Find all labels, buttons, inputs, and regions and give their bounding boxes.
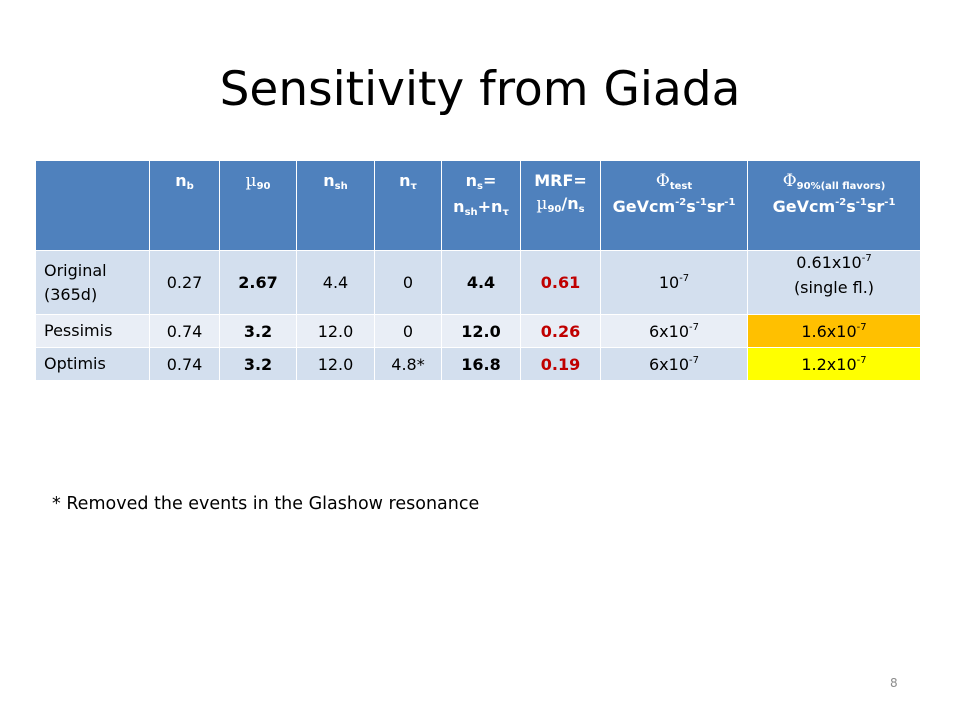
cell-ntau: 0 (374, 250, 442, 315)
unit-exp: -2 (835, 196, 847, 208)
phi-test-base: 6x10 (649, 321, 690, 341)
cell-phi-test: 6x10-7 (600, 347, 748, 381)
mu-symbol: µ (536, 194, 548, 215)
header-phi-90: Φ90%(all flavors) GeVcm-2s-1sr-1 (747, 160, 921, 251)
header-ns-main: n (465, 171, 478, 190)
sensitivity-table: nb µ90 nsh nτ ns= nsh+nτ MRF= µ90/ns Φte… (35, 160, 921, 381)
cell-nsh: 4.4 (296, 250, 375, 315)
cell-nb: 0.74 (149, 347, 220, 381)
header-nsh-sub: sh (334, 181, 348, 192)
cell-mu90: 3.2 (219, 314, 297, 348)
cell-ns: 4.4 (441, 250, 521, 315)
header-nsh: nsh (296, 160, 375, 251)
cell-phi-90: 0.61x10-7 (single fl.) (747, 250, 921, 315)
cell-nb: 0.27 (149, 250, 220, 315)
cell-ntau: 0 (374, 314, 442, 348)
phi90-base: 1.6x10 (801, 321, 857, 341)
header-mrf: MRF= µ90/ns (520, 160, 601, 251)
unit-part: sr (706, 196, 725, 216)
phi90-note: (single fl.) (793, 277, 875, 297)
phi-symbol: Φ (782, 171, 797, 191)
header-phi-test: Φtest GeVcm-2s-1sr-1 (600, 160, 748, 251)
header-mrf-label: MRF= (534, 171, 587, 190)
header-ntau: nτ (374, 160, 442, 251)
cell-ns: 16.8 (441, 347, 521, 381)
table-header-row: nb µ90 nsh nτ ns= nsh+nτ MRF= µ90/ns Φte… (35, 160, 921, 251)
header-nsh-main: n (323, 171, 335, 190)
header-mu90: µ90 (219, 160, 297, 251)
row-label-line1: Original (44, 260, 107, 280)
unit-exp: -1 (884, 196, 896, 208)
cell-mu90: 3.2 (219, 347, 297, 381)
row-label: Pessimis (35, 314, 150, 348)
header-mrf-div: /n (561, 194, 579, 214)
unit-part: GeVcm (612, 196, 676, 216)
phi90-exp: -7 (861, 253, 872, 264)
cell-mu90: 2.67 (219, 250, 297, 315)
cell-mrf: 0.26 (520, 314, 601, 348)
unit-part: GeVcm (772, 196, 836, 216)
table-row-original: Original (365d) 0.27 2.67 4.4 0 4.4 0.61 … (35, 250, 921, 315)
unit-part: s (846, 196, 856, 216)
header-mrf-mu-sub: 90 (547, 204, 562, 216)
footnote: * Removed the events in the Glashow reso… (52, 494, 480, 514)
phi90-exp: -7 (856, 354, 867, 366)
cell-mrf: 0.19 (520, 347, 601, 381)
header-ntau-sub: τ (410, 181, 417, 192)
phi90-base: 0.61x10 (796, 253, 862, 272)
table-row-pessimis: Pessimis 0.74 3.2 12.0 0 12.0 0.26 6x10-… (35, 314, 921, 348)
header-ns: ns= nsh+nτ (441, 160, 521, 251)
phi-test-exp: -7 (689, 321, 699, 333)
header-mrf-ns-sub: s (578, 204, 585, 216)
phi90-exp: -7 (856, 321, 867, 333)
header-ntau-main: n (399, 171, 411, 190)
header-nb-main: n (175, 171, 187, 190)
row-label: Optimis (35, 347, 150, 381)
cell-nsh: 12.0 (296, 347, 375, 381)
mu-symbol: µ (245, 171, 257, 191)
cell-phi-90: 1.6x10-7 (747, 314, 921, 348)
unit-part: sr (866, 196, 885, 216)
cell-phi-90: 1.2x10-7 (747, 347, 921, 381)
unit-part: s (686, 196, 696, 216)
header-ns-plus: +n (477, 196, 503, 216)
cell-ns: 12.0 (441, 314, 521, 348)
header-nb: nb (149, 160, 220, 251)
phi-symbol: Φ (655, 171, 670, 191)
unit-exp: -1 (695, 196, 707, 208)
cell-phi-test: 6x10-7 (600, 314, 748, 348)
header-phi-test-sub: test (669, 181, 693, 192)
header-ns-nsh: n (453, 196, 465, 216)
cell-ntau: 4.8* (374, 347, 442, 381)
page-number: 8 (890, 676, 898, 690)
phi-test-exp: -7 (689, 354, 699, 366)
cell-phi-test: 10-7 (600, 250, 748, 315)
header-empty (35, 160, 150, 251)
slide-title: Sensitivity from Giada (219, 62, 741, 117)
header-ns-eq: = (482, 171, 497, 190)
unit-exp: -1 (724, 196, 736, 208)
header-ns-tau-sub: τ (502, 206, 509, 218)
row-label-line2: (365d) (44, 284, 98, 304)
unit-exp: -1 (855, 196, 867, 208)
phi-test-base: 10 (658, 273, 680, 292)
header-ns-sub: s (477, 181, 483, 192)
header-nb-sub: b (186, 181, 194, 192)
unit-exp: -2 (675, 196, 687, 208)
cell-nb: 0.74 (149, 314, 220, 348)
phi-test-exp: -7 (679, 273, 690, 284)
row-label: Original (365d) (35, 250, 150, 315)
phi90-base: 1.2x10 (801, 354, 857, 374)
table-row-optimis: Optimis 0.74 3.2 12.0 4.8* 16.8 0.19 6x1… (35, 347, 921, 381)
header-ns-nsh-sub: sh (464, 206, 478, 218)
header-mu90-sub: 90 (256, 181, 271, 192)
cell-nsh: 12.0 (296, 314, 375, 348)
cell-mrf: 0.61 (520, 250, 601, 315)
header-phi-90-sub: 90%(all flavors) (796, 181, 886, 192)
phi-test-base: 6x10 (649, 354, 690, 374)
